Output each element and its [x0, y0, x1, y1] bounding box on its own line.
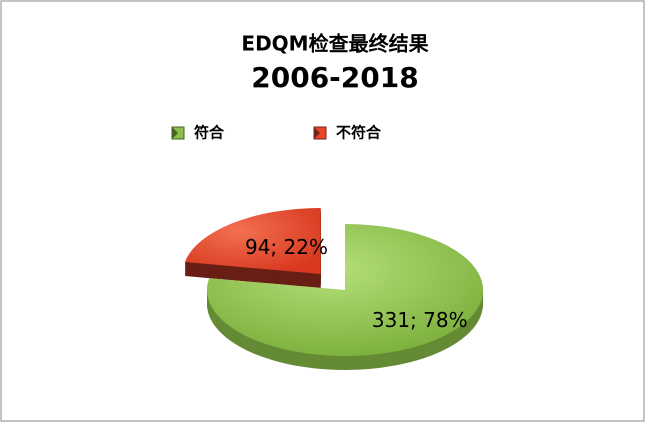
legend-label: 符合 [194, 124, 225, 142]
slice [184, 207, 321, 274]
legend-label: 不符合 [336, 124, 382, 142]
data-label: 94; 22% [245, 235, 328, 259]
chart-subtitle: 2006-2018 [251, 61, 418, 94]
chart-title: EDQM检查最终结果 [241, 32, 428, 56]
legend-swatch-shade [172, 127, 178, 139]
legend-swatch-shade [314, 127, 320, 139]
data-label: 331; 78% [372, 308, 468, 332]
slice [206, 224, 483, 356]
